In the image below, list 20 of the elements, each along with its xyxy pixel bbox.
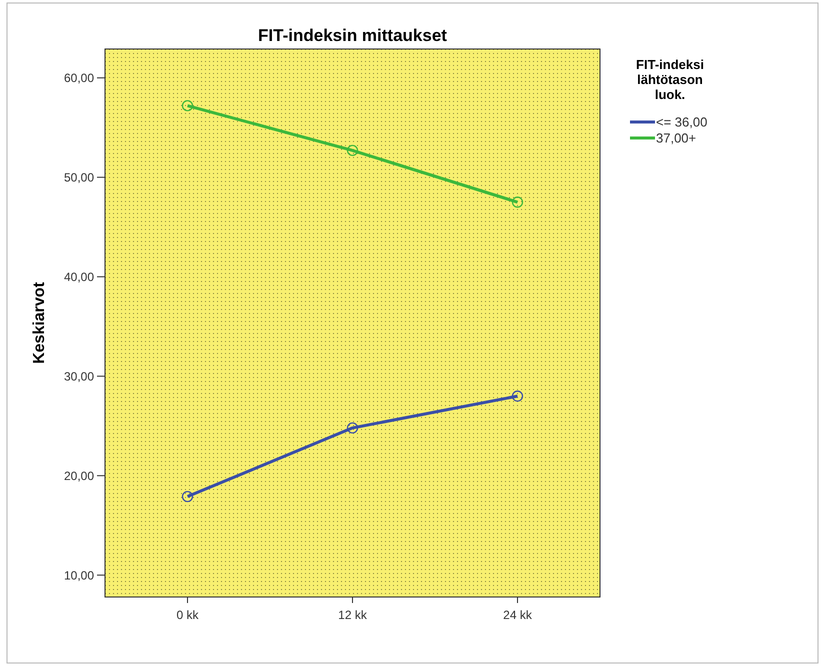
x-tick-label: 0 kk	[176, 608, 200, 622]
legend-label: <= 36,00	[656, 114, 708, 130]
y-tick-label: 40,00	[64, 270, 94, 284]
y-tick-label: 10,00	[64, 568, 94, 582]
y-tick-label: 50,00	[64, 170, 94, 184]
legend-title: FIT-indeksi lähtötason luok.	[636, 57, 704, 102]
point	[512, 390, 524, 402]
y-tick-label: 30,00	[64, 369, 94, 384]
y-axis-title: Keskiarvot	[31, 281, 48, 364]
y-tick-label: 20,00	[64, 468, 94, 483]
y-tick-label: 60,00	[64, 71, 94, 86]
point	[512, 196, 524, 208]
x-tick-label: 24 kk	[503, 608, 533, 622]
chart-title: FIT-indeksin mittaukset	[258, 26, 448, 45]
point	[182, 490, 194, 502]
point	[346, 422, 358, 434]
point	[182, 100, 194, 112]
legend-label: 37,00+	[656, 130, 696, 146]
point	[346, 144, 358, 156]
x-tick-label: 12 kk	[338, 608, 368, 622]
